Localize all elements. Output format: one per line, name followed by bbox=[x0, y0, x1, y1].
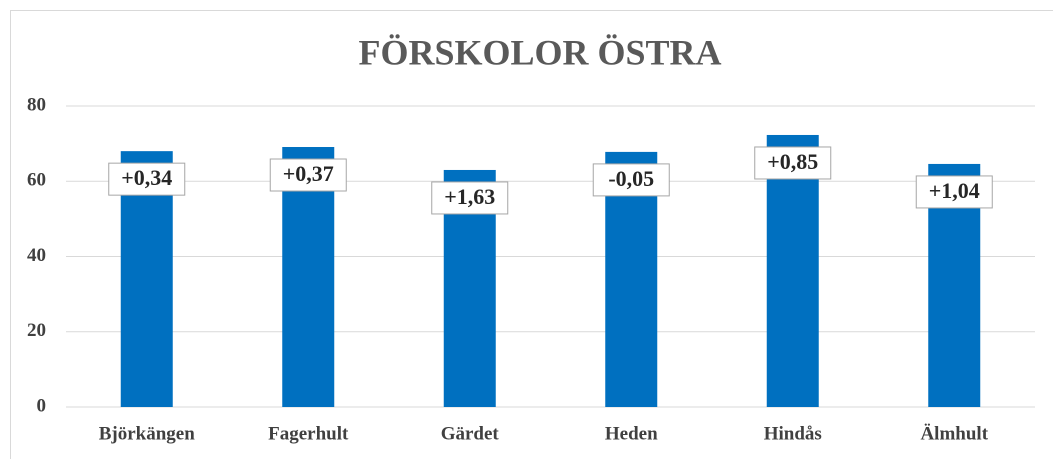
chart-border bbox=[10, 10, 1053, 459]
annotation: +1,04 bbox=[929, 178, 980, 203]
annotation: -0,05 bbox=[608, 166, 654, 191]
bar bbox=[766, 134, 819, 407]
x-tick-label: Fagerhult bbox=[268, 423, 349, 444]
annotation: +1,63 bbox=[444, 184, 495, 209]
annotation: +0,34 bbox=[121, 165, 172, 190]
y-tick-label: 0 bbox=[37, 395, 47, 416]
y-tick-label: 60 bbox=[27, 170, 46, 191]
annotation: +0,37 bbox=[283, 161, 334, 186]
y-tick-label: 40 bbox=[27, 245, 46, 266]
y-tick-label: 20 bbox=[27, 320, 46, 341]
x-tick-label: Älmhult bbox=[920, 423, 988, 444]
x-tick-label: Heden bbox=[605, 423, 658, 444]
x-tick-label: Hindås bbox=[764, 423, 822, 444]
x-tick-label: Björkängen bbox=[99, 423, 196, 444]
annotation-box bbox=[592, 163, 670, 197]
annotation-box bbox=[431, 181, 509, 215]
x-tick-label: Gärdet bbox=[441, 423, 500, 444]
chart-title: FÖRSKOLOR ÖSTRA bbox=[358, 32, 721, 72]
annotation-box bbox=[269, 158, 347, 192]
annotation-box bbox=[754, 146, 832, 180]
y-tick-label: 80 bbox=[27, 94, 46, 115]
annotation-box bbox=[915, 175, 993, 209]
annotation-box bbox=[108, 162, 186, 196]
annotation: +0,85 bbox=[767, 149, 818, 174]
